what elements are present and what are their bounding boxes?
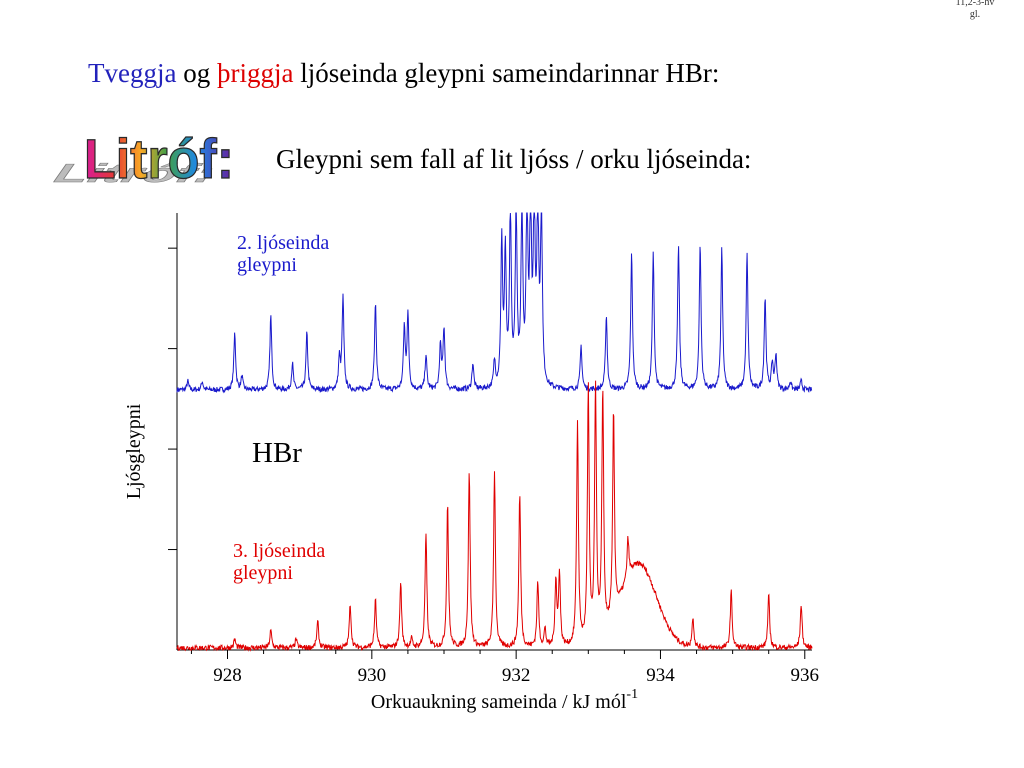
series-label-1: 2. ljóseinda <box>237 232 329 254</box>
corner-note-line-1: 11,2-3-hv <box>955 0 995 8</box>
x-axis-label-superscript: -1 <box>626 687 638 702</box>
title-word-tveggja: Tveggja <box>88 58 177 88</box>
title-rest: ljóseinda gleypni sameindarinnar HBr: <box>293 58 720 88</box>
title-word-og: og <box>176 58 217 88</box>
x-tick-label: 936 <box>791 665 820 686</box>
series-line-1 <box>176 212 813 394</box>
x-tick-label: 930 <box>358 665 387 686</box>
chart-subtitle: Gleypni sem fall af lit ljóss / orku ljó… <box>276 144 752 174</box>
slide-title: Tveggja og þriggja ljóseinda gleypni sam… <box>88 58 719 89</box>
series-layer <box>176 212 813 652</box>
x-tick-label: 928 <box>213 665 242 686</box>
series-label-2: gleypni <box>233 562 293 584</box>
labels-layer: Orkuaukning sameinda / kJ mól-1 Ljósgleyp… <box>123 232 638 713</box>
corner-note-line-2: gl. <box>969 9 981 20</box>
series-label-2: 3. ljóseinda <box>233 540 325 562</box>
litrof-logo: Litróf: Litróf: <box>48 126 235 190</box>
logo-shadow: Litróf: <box>48 159 224 188</box>
x-axis-label: Orkuaukning sameinda / kJ mól-1 <box>371 687 638 713</box>
series-line-2 <box>176 380 813 652</box>
logo-text: Litróf: <box>84 127 234 190</box>
x-tick-label: 932 <box>502 665 531 686</box>
x-tick-label: 934 <box>646 665 675 686</box>
corner-note: 11,2-3-hv gl. <box>950 0 1000 21</box>
hbr-annotation: HBr <box>252 437 302 469</box>
y-axis-label: Ljósgleypni <box>123 403 145 499</box>
title-word-thriggja: þriggja <box>216 58 294 88</box>
chart-axes: 928 930 932 934 936 <box>168 213 819 686</box>
series-label-1: gleypni <box>237 254 297 276</box>
